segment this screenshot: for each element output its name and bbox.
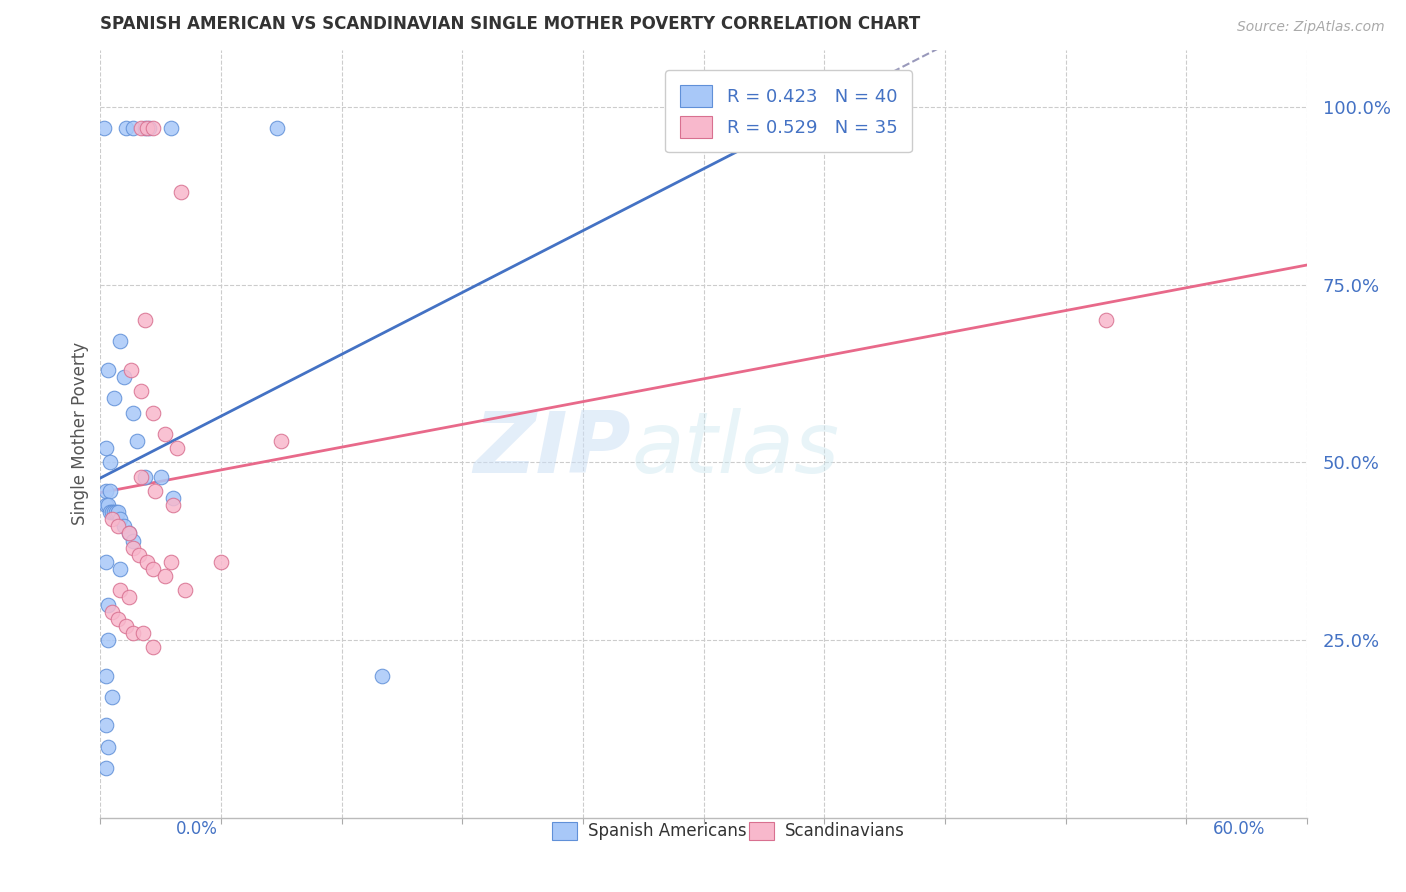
Point [371, 668, 394, 682]
Point [142, 121, 165, 136]
Point [143, 483, 166, 498]
Point [149, 469, 172, 483]
Point [125, 434, 148, 448]
Point [110, 512, 132, 526]
Point [96, 555, 118, 569]
Point [166, 441, 188, 455]
Text: SPANISH AMERICAN VS SCANDINAVIAN SINGLE MOTHER POVERTY CORRELATION CHART: SPANISH AMERICAN VS SCANDINAVIAN SINGLE … [100, 15, 921, 33]
Point [159, 555, 181, 569]
Text: 0.0%: 0.0% [176, 820, 218, 838]
Point [162, 498, 184, 512]
Point [117, 526, 139, 541]
Point [135, 121, 157, 136]
Point [129, 384, 152, 399]
Point [96, 483, 118, 498]
Point [101, 512, 124, 526]
Point [134, 121, 156, 136]
Point [142, 562, 165, 576]
Point [142, 640, 165, 655]
Point [107, 505, 129, 519]
Text: atlas: atlas [631, 408, 839, 491]
Point [101, 505, 124, 519]
Point [100, 455, 122, 469]
Point [162, 491, 184, 505]
Point [100, 505, 122, 519]
Text: ZIP: ZIP [474, 408, 631, 491]
Point [96, 718, 118, 732]
Point [93, 121, 115, 136]
Point [105, 505, 128, 519]
Point [121, 541, 143, 555]
Point [121, 626, 143, 640]
Point [121, 121, 143, 136]
Point [96, 498, 118, 512]
Point [110, 334, 132, 349]
Point [115, 619, 138, 633]
Point [131, 626, 153, 640]
Point [110, 562, 132, 576]
Point [96, 761, 118, 775]
Point [103, 392, 125, 406]
Text: Scandinavians: Scandinavians [785, 822, 905, 840]
Text: Spanish Americans: Spanish Americans [588, 822, 747, 840]
Point [129, 121, 152, 136]
Text: 60.0%: 60.0% [1213, 820, 1265, 838]
Point [170, 185, 193, 199]
Point [120, 363, 142, 377]
Point [121, 405, 143, 419]
Point [96, 441, 118, 455]
Point [142, 405, 165, 419]
Point [107, 519, 129, 533]
Point [97, 739, 120, 754]
Legend: R = 0.423   N = 40, R = 0.529   N = 35: R = 0.423 N = 40, R = 0.529 N = 35 [665, 70, 912, 153]
Point [97, 598, 120, 612]
Point [97, 498, 120, 512]
Point [266, 121, 288, 136]
Point [114, 370, 136, 384]
Point [173, 583, 195, 598]
Point [100, 483, 122, 498]
Point [103, 505, 125, 519]
Point [114, 519, 136, 533]
Point [153, 426, 176, 441]
Point [128, 548, 150, 562]
Point [134, 313, 156, 327]
Point [135, 555, 157, 569]
Point [138, 121, 160, 136]
Point [209, 555, 232, 569]
Point [97, 633, 120, 648]
Point [129, 469, 152, 483]
Point [96, 668, 118, 682]
Point [115, 121, 138, 136]
Point [101, 690, 124, 704]
Point [117, 591, 139, 605]
Point [121, 533, 143, 548]
Point [1095, 313, 1118, 327]
Point [107, 612, 129, 626]
Point [159, 121, 181, 136]
Point [270, 434, 292, 448]
Point [153, 569, 176, 583]
Point [110, 583, 132, 598]
Point [101, 605, 124, 619]
Text: Source: ZipAtlas.com: Source: ZipAtlas.com [1237, 20, 1385, 34]
Point [97, 363, 120, 377]
Y-axis label: Single Mother Poverty: Single Mother Poverty [72, 343, 89, 525]
Point [117, 526, 139, 541]
Point [134, 469, 156, 483]
